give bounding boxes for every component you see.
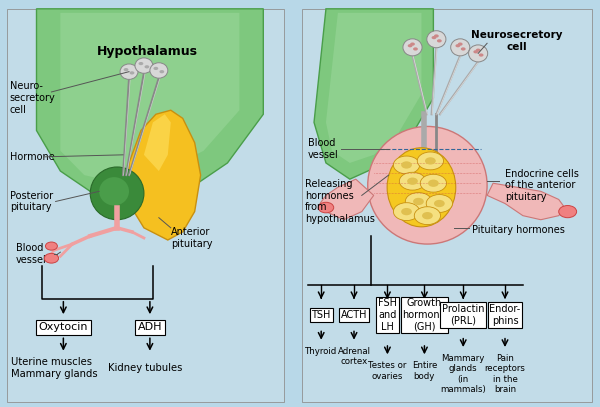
- Circle shape: [401, 208, 412, 215]
- Circle shape: [434, 200, 445, 207]
- Text: ACTH: ACTH: [341, 310, 367, 320]
- Text: Oxytocin: Oxytocin: [38, 322, 88, 332]
- Text: Endor-
phins: Endor- phins: [490, 304, 521, 326]
- Text: Thyroid: Thyroid: [305, 347, 337, 356]
- Text: Kidney tubules: Kidney tubules: [108, 363, 182, 373]
- Circle shape: [426, 195, 452, 212]
- Circle shape: [425, 157, 436, 164]
- Circle shape: [413, 47, 418, 50]
- Text: Neuro-
secretory
cell: Neuro- secretory cell: [10, 81, 55, 115]
- Ellipse shape: [99, 177, 129, 206]
- Circle shape: [145, 65, 149, 68]
- Ellipse shape: [135, 58, 153, 73]
- Circle shape: [318, 202, 334, 213]
- Circle shape: [417, 152, 443, 170]
- Text: Prolactin
(PRL): Prolactin (PRL): [442, 304, 484, 326]
- Polygon shape: [61, 13, 239, 183]
- Polygon shape: [144, 114, 171, 171]
- Circle shape: [139, 62, 143, 65]
- Text: Anterior
pituitary: Anterior pituitary: [171, 227, 212, 249]
- Ellipse shape: [368, 127, 487, 244]
- Circle shape: [473, 50, 478, 53]
- Text: Pituitary hormones: Pituitary hormones: [472, 225, 565, 235]
- Circle shape: [458, 42, 463, 46]
- Circle shape: [394, 203, 419, 221]
- Circle shape: [559, 206, 577, 218]
- Text: ADH: ADH: [137, 322, 162, 332]
- Circle shape: [124, 68, 128, 71]
- Circle shape: [154, 67, 158, 70]
- Text: Hormone: Hormone: [10, 152, 55, 162]
- Ellipse shape: [469, 45, 488, 62]
- Text: Mammary
glands
(in
mammals): Mammary glands (in mammals): [440, 354, 486, 394]
- Circle shape: [479, 53, 484, 57]
- Text: Blood
vessel: Blood vessel: [16, 243, 46, 265]
- Circle shape: [400, 172, 425, 190]
- Ellipse shape: [150, 63, 168, 78]
- Text: Endocrine cells
of the anterior
pituitary: Endocrine cells of the anterior pituitar…: [505, 168, 579, 202]
- Circle shape: [408, 44, 412, 47]
- Circle shape: [428, 179, 439, 187]
- Text: Hypothalamus: Hypothalamus: [97, 45, 197, 58]
- Ellipse shape: [90, 167, 144, 220]
- Text: Testes or
ovaries: Testes or ovaries: [368, 361, 407, 381]
- Circle shape: [476, 48, 481, 52]
- Circle shape: [394, 156, 419, 174]
- Circle shape: [410, 42, 415, 46]
- Circle shape: [434, 34, 439, 37]
- Circle shape: [44, 254, 59, 263]
- Text: Uterine muscles
Mammary glands: Uterine muscles Mammary glands: [11, 357, 98, 379]
- FancyBboxPatch shape: [7, 9, 284, 402]
- Ellipse shape: [403, 39, 422, 56]
- Circle shape: [406, 193, 431, 210]
- Ellipse shape: [451, 39, 470, 56]
- Polygon shape: [326, 13, 421, 163]
- Circle shape: [414, 207, 440, 225]
- Circle shape: [461, 47, 466, 50]
- Circle shape: [437, 39, 442, 42]
- Circle shape: [422, 212, 433, 219]
- Ellipse shape: [387, 148, 456, 227]
- Circle shape: [46, 242, 58, 250]
- FancyBboxPatch shape: [302, 9, 592, 402]
- Ellipse shape: [427, 31, 446, 48]
- Circle shape: [401, 161, 412, 168]
- Circle shape: [431, 36, 436, 39]
- Polygon shape: [129, 110, 200, 240]
- Text: Pain
receptors
in the
brain: Pain receptors in the brain: [485, 354, 526, 394]
- Circle shape: [407, 177, 418, 185]
- Text: Blood
vessel: Blood vessel: [308, 138, 339, 160]
- Polygon shape: [487, 183, 565, 220]
- Polygon shape: [37, 9, 263, 204]
- Text: Neurosecretory
cell: Neurosecretory cell: [471, 31, 563, 52]
- Text: TSH: TSH: [311, 310, 331, 320]
- Circle shape: [130, 71, 134, 74]
- Polygon shape: [320, 179, 374, 220]
- Text: Adrenal
cortex: Adrenal cortex: [338, 347, 371, 366]
- Text: Growth
hormone
(GH): Growth hormone (GH): [403, 298, 446, 332]
- Circle shape: [160, 70, 164, 73]
- Text: Releasing
hormones
from
hypothalamus: Releasing hormones from hypothalamus: [305, 179, 375, 224]
- Circle shape: [455, 44, 460, 47]
- Text: FSH
and
LH: FSH and LH: [378, 298, 397, 332]
- Text: Entire
body: Entire body: [412, 361, 437, 381]
- Polygon shape: [314, 9, 433, 179]
- Ellipse shape: [120, 64, 138, 79]
- Text: Posterior
pituitary: Posterior pituitary: [10, 190, 53, 212]
- Circle shape: [413, 198, 424, 205]
- Circle shape: [420, 174, 446, 192]
